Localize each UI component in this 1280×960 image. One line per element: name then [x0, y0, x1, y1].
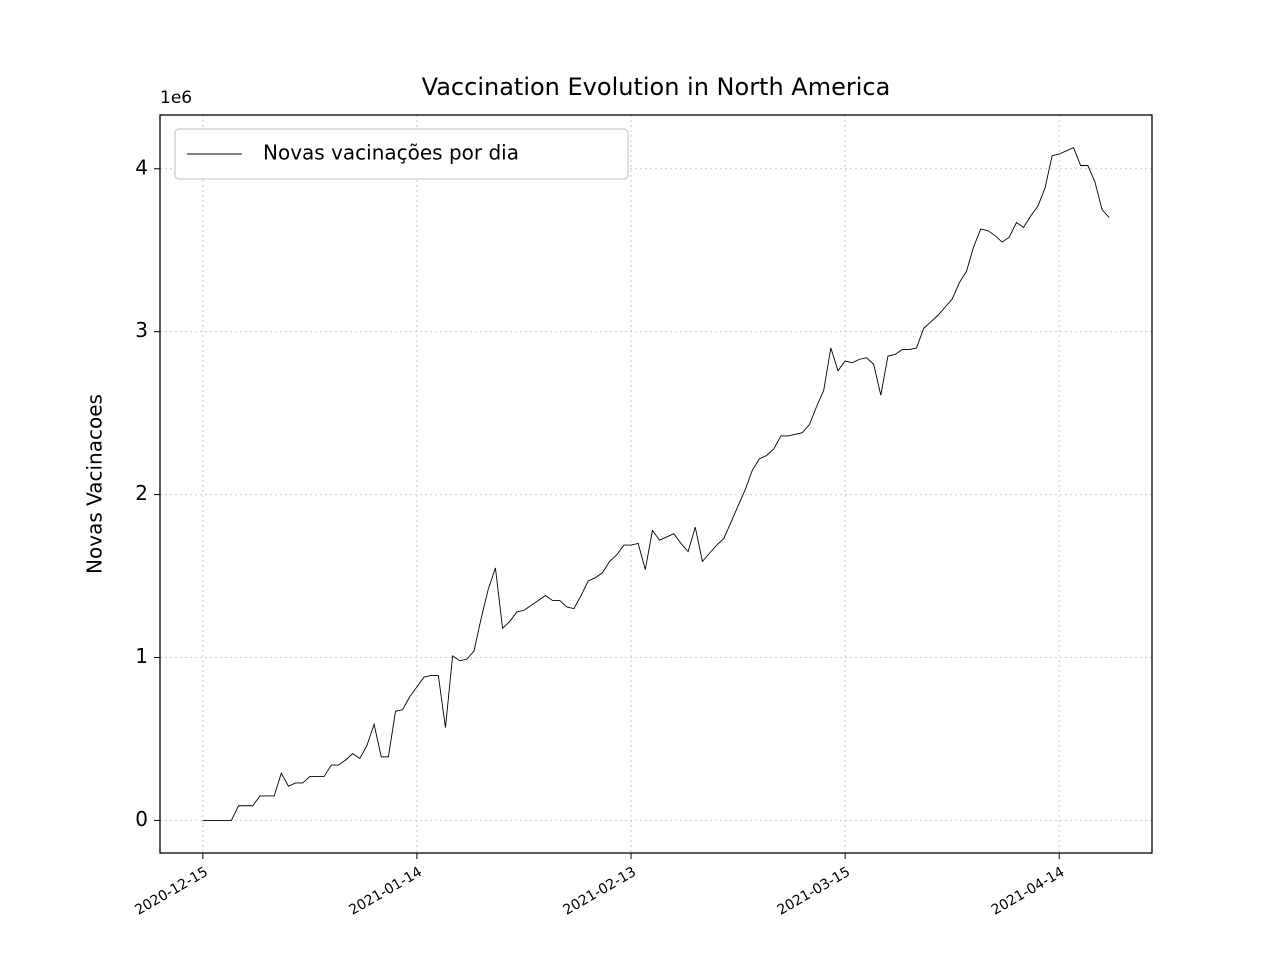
chart-title: Vaccination Evolution in North America: [422, 73, 891, 101]
y-tick-label: 0: [135, 807, 148, 831]
y-tick-label: 2: [135, 481, 148, 505]
x-axis-label: Data: [632, 957, 680, 960]
y-tick-label: 3: [135, 318, 148, 342]
y-axis-label: Novas Vacinacoes: [83, 394, 107, 574]
x-tick-label: 2021-03-15: [775, 864, 853, 919]
data-line: [202, 146, 1110, 821]
y-offset-label: 1e6: [160, 88, 192, 108]
x-tick-label: 2021-04-14: [989, 864, 1068, 919]
y-tick-label: 1: [135, 644, 148, 668]
plot-frame: [159, 114, 1153, 854]
legend-box: [174, 128, 629, 180]
x-tick-label: 2021-01-14: [346, 864, 425, 919]
legend-label: Novas vacinações por dia: [263, 141, 519, 165]
x-tick-label: 2021-02-13: [561, 864, 639, 919]
x-tick-label: 2020-12-15: [132, 864, 210, 919]
y-tick-label: 4: [135, 155, 148, 179]
